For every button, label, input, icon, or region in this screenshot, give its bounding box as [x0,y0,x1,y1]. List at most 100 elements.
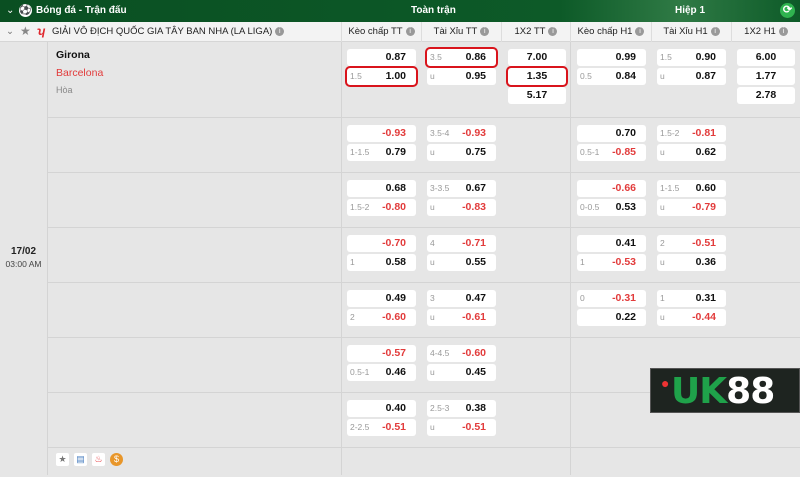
league-name: GIẢI VÔ ĐỊCH QUỐC GIA TÂY BAN NHA (LA LI… [52,26,273,37]
fire-icon[interactable]: ♨ [92,453,105,466]
column-label: 1X2 H1 [744,26,776,37]
odds-button[interactable]: 1 0.58 [347,254,416,271]
odds-button[interactable]: u -0.44 [657,309,726,326]
odds-button[interactable]: 2-2.5 -0.51 [347,419,416,436]
odds-button[interactable]: 2.5-3 0.38 [427,400,496,417]
odds-button[interactable]: 3.5 0.86 [425,47,498,68]
info-icon[interactable]: i [548,26,558,36]
odds-button[interactable]: 0.70 [577,125,646,142]
odds-button[interactable]: u -0.61 [427,309,496,326]
odds-value: 0.86 [465,51,486,63]
odds-button[interactable]: 0.40 [347,400,416,417]
handicap-line: 0.5 [580,71,592,81]
handicap-line: 1.5 [350,71,362,81]
odds-value: -0.31 [612,292,636,304]
info-icon[interactable]: i [405,26,415,36]
odds-button[interactable]: 0.5-1 -0.85 [577,144,646,161]
odds-button[interactable]: -0.66 [577,180,646,197]
odds-button[interactable]: 0.22 [577,309,646,326]
odds-button[interactable]: 1.5 1.00 [345,66,418,87]
odds-button[interactable]: 1.5-2 -0.80 [347,199,416,216]
odds-button[interactable]: 3-3.5 0.67 [427,180,496,197]
coin-icon[interactable]: $ [110,453,123,466]
odds-button[interactable]: u -0.51 [427,419,496,436]
away-team[interactable]: Barcelona [56,67,104,79]
odds-button[interactable]: -0.93 [347,125,416,142]
match-time: 03:00 AM [5,259,42,269]
odds-button[interactable]: u 0.36 [657,254,726,271]
odds-button[interactable]: 4 -0.71 [427,235,496,252]
handicap-line: u [430,312,435,322]
odds-value: 0.67 [465,182,486,194]
odds-button[interactable]: 4-4.5 -0.60 [427,345,496,362]
chevron-down-icon[interactable]: ⌄ [6,26,14,37]
odds-value: 0.55 [465,256,486,268]
odds-button[interactable]: -0.70 [347,235,416,252]
odds-button[interactable]: 2.78 [737,87,795,104]
star-icon[interactable]: ★ [20,24,31,38]
star-icon[interactable]: ★ [56,453,69,466]
info-icon[interactable]: i [635,26,645,36]
odds-button[interactable]: 0.87 [347,49,416,66]
odds-button[interactable]: u 0.87 [657,68,726,85]
odds-button[interactable]: 3.5-4 -0.93 [427,125,496,142]
odds-button[interactable]: 7.00 [508,49,566,66]
handicap-line: 1 [350,257,355,267]
odds-button[interactable]: 5.17 [508,87,566,104]
odds-button[interactable]: 2 -0.51 [657,235,726,252]
handicap-line: 0.5-1 [580,147,600,157]
odds-button[interactable]: u 0.75 [427,144,496,161]
odds-value: -0.51 [692,237,716,249]
odds-value: 2.78 [755,89,777,101]
handicap-line: u [430,422,435,432]
odds-value: 1.35 [526,70,548,82]
odds-value: 0.38 [465,402,486,414]
handicap-line: 1.5 [660,52,672,62]
handicap-line: 0.5-1 [350,367,370,377]
odds-button[interactable]: u 0.95 [427,68,496,85]
odds-button[interactable]: 2 -0.60 [347,309,416,326]
odds-button[interactable]: 0.5 0.84 [577,68,646,85]
odds-button[interactable]: 1-1.5 0.60 [657,180,726,197]
odds-button[interactable]: u -0.83 [427,199,496,216]
odds-button[interactable]: 0.41 [577,235,646,252]
odds-value: 0.41 [615,237,636,249]
odds-button[interactable]: 1.5 0.90 [657,49,726,66]
info-icon[interactable]: i [275,26,285,36]
odds-value: 0.90 [695,51,716,63]
odds-button[interactable]: u -0.79 [657,199,726,216]
odds-button[interactable]: 1.5-2 -0.81 [657,125,726,142]
odds-button[interactable]: 0.99 [577,49,646,66]
info-icon[interactable]: i [480,26,490,36]
odds-button[interactable]: 1 -0.53 [577,254,646,271]
home-team[interactable]: Girona [56,49,90,61]
odds-button[interactable]: -0.57 [347,345,416,362]
odds-button[interactable]: 6.00 [737,49,795,66]
odds-button[interactable]: 0.49 [347,290,416,307]
odds-button[interactable]: 1.35 [506,66,568,87]
handicap-line: u [660,257,665,267]
stats-icon[interactable]: ▤ [74,453,87,466]
uk88-logo: ● UK88 [650,368,800,413]
odds-button[interactable]: 1.77 [737,68,795,85]
odds-button[interactable]: 1-1.5 0.79 [347,144,416,161]
odds-value: 0.60 [695,182,716,194]
odds-button[interactable]: u 0.62 [657,144,726,161]
sport-header: ⌄ ⚽ Bóng đá - Trận đấu Toàn trận Hiệp 1 … [0,0,800,22]
chevron-down-icon[interactable]: ⌄ [6,5,15,16]
odds-button[interactable]: u 0.55 [427,254,496,271]
column-label: Tài Xỉu H1 [663,26,708,37]
odds-button[interactable]: 0.5-1 0.46 [347,364,416,381]
odds-button[interactable]: 1 0.31 [657,290,726,307]
refresh-icon[interactable]: ⟳ [780,3,795,18]
odds-button[interactable]: u 0.45 [427,364,496,381]
info-icon[interactable]: i [710,26,720,36]
odds-value: -0.83 [462,201,486,213]
odds-value: 7.00 [526,51,548,63]
odds-button[interactable]: 0.68 [347,180,416,197]
odds-value: -0.93 [382,127,406,139]
odds-button[interactable]: 3 0.47 [427,290,496,307]
info-icon[interactable]: i [778,26,788,36]
odds-button[interactable]: 0 -0.31 [577,290,646,307]
odds-button[interactable]: 0-0.5 0.53 [577,199,646,216]
